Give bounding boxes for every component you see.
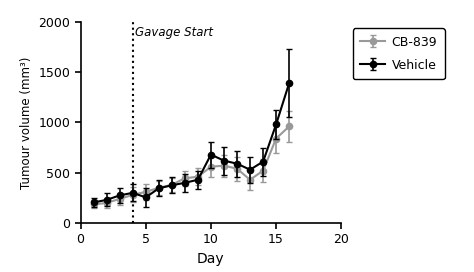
Y-axis label: Tumour volume (mm³): Tumour volume (mm³) — [20, 56, 33, 188]
Text: Gavage Start: Gavage Start — [136, 26, 213, 39]
Legend: CB-839, Vehicle: CB-839, Vehicle — [353, 28, 445, 79]
X-axis label: Day: Day — [197, 252, 225, 266]
